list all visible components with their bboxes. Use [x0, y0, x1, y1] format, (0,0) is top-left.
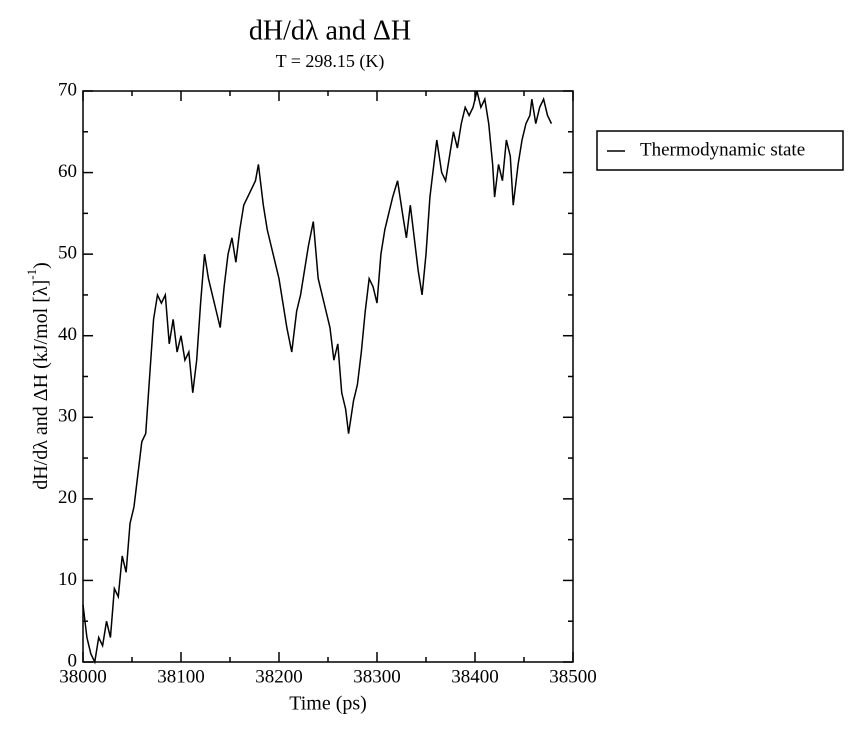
x-axis-label: Time (ps) — [289, 693, 367, 715]
y-tick-label: 0 — [68, 650, 78, 671]
y-tick-label: 40 — [58, 324, 77, 345]
x-tick-label: 38400 — [451, 666, 499, 687]
x-tick-label: 38300 — [353, 666, 401, 687]
x-tick-label: 38500 — [549, 666, 597, 687]
y-axis-label: dH/dλ and ΔH (kJ/mol [λ]-1) — [24, 262, 52, 490]
y-tick-label: 30 — [58, 406, 77, 427]
legend-label: Thermodynamic state — [640, 139, 805, 160]
plot-frame — [82, 90, 574, 663]
y-axis-label-end: ) — [30, 262, 52, 269]
y-tick-label: 10 — [58, 569, 77, 590]
y-tick-label: 20 — [58, 487, 77, 508]
data-line — [82, 90, 553, 665]
y-axis-label-text: dH/dλ and ΔH (kJ/mol [λ] — [30, 280, 52, 490]
chart-subtitle: T = 298.15 (K) — [276, 51, 385, 72]
y-tick-label: 50 — [58, 243, 77, 264]
y-tick-label: 60 — [58, 161, 77, 182]
x-tick-label: 38100 — [157, 666, 205, 687]
legend-box — [596, 130, 844, 171]
chart-title: dH/dλ and ΔH — [249, 15, 411, 46]
x-tick-label: 38000 — [59, 666, 107, 687]
y-tick-label: 70 — [58, 79, 77, 100]
x-tick-label: 38200 — [255, 666, 303, 687]
y-axis-label-superscript: -1 — [24, 269, 39, 280]
